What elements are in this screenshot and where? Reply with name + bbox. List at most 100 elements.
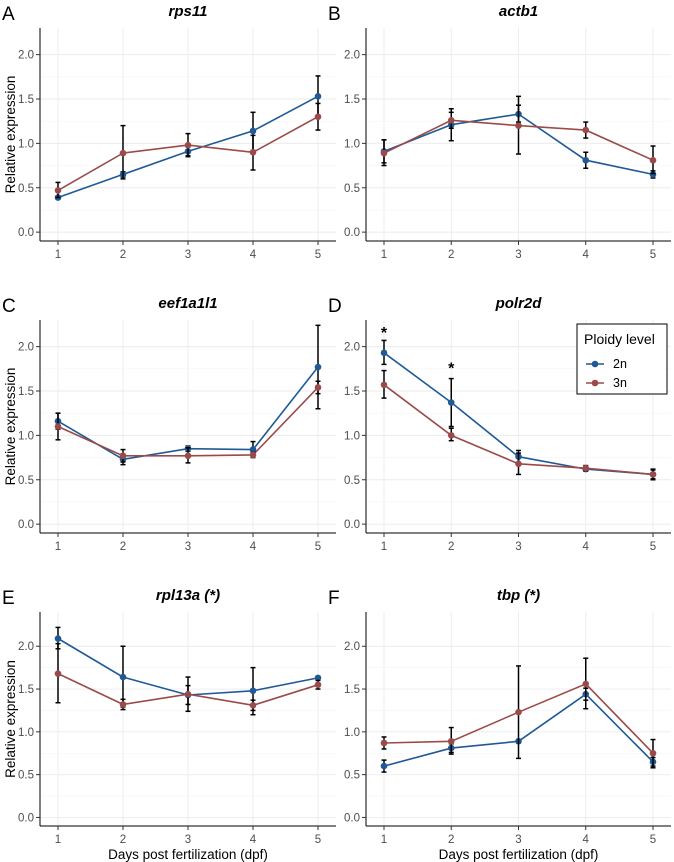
x-tick-label: 2 — [448, 541, 454, 553]
y-tick-label: 0.5 — [18, 770, 34, 782]
x-tick-label: 3 — [185, 249, 191, 261]
panel-letter: A — [2, 4, 15, 25]
legend-label-2n: 2n — [613, 357, 627, 371]
x-tick-label: 2 — [448, 249, 454, 261]
x-tick-label: 1 — [381, 541, 387, 553]
y-tick-label: 1.5 — [344, 684, 360, 696]
gridlines — [40, 320, 336, 533]
data-point-2n — [649, 171, 657, 178]
series-3n — [380, 95, 657, 175]
data-point-3n — [649, 749, 657, 757]
data-point-3n — [582, 126, 590, 134]
y-tick-label: 1.5 — [18, 94, 34, 106]
x-tick-label: 2 — [120, 834, 126, 846]
x-axis-title: Days post fertilization (dpf) — [439, 847, 599, 862]
data-point-3n — [54, 187, 62, 194]
y-tick-label: 1.5 — [344, 94, 360, 106]
x-tick-label: 3 — [515, 541, 521, 553]
legend-label-3n: 3n — [613, 376, 627, 390]
y-tick-label: 0.5 — [344, 475, 360, 487]
data-point-3n — [54, 670, 62, 677]
data-point-3n — [184, 452, 192, 460]
y-tick-label: 0.0 — [344, 812, 360, 824]
data-point-3n — [54, 423, 62, 430]
data-point-3n — [515, 122, 522, 129]
x-tick-label: 1 — [55, 834, 61, 846]
y-tick-label: 1.0 — [18, 138, 34, 150]
legend-point-2n — [591, 360, 599, 368]
series-3n — [54, 642, 322, 713]
data-point-3n — [447, 432, 455, 439]
y-tick-label: 2.0 — [18, 641, 34, 653]
data-point-2n — [314, 363, 322, 371]
x-tick-label: 3 — [185, 541, 191, 553]
data-point-3n — [447, 737, 455, 745]
x-tick-label: 1 — [55, 249, 61, 261]
data-point-3n — [649, 471, 657, 478]
data-point-2n — [314, 674, 322, 682]
y-tick-label: 2.0 — [344, 641, 360, 653]
data-point-3n — [314, 113, 322, 121]
y-axis-title: Relative expression — [3, 368, 18, 486]
data-point-3n — [582, 680, 590, 688]
data-point-2n — [314, 93, 322, 100]
y-tick-label: 1.5 — [344, 386, 360, 398]
panel-letter: E — [2, 588, 15, 609]
data-point-2n — [447, 399, 455, 406]
data-point-2n — [582, 156, 590, 164]
y-tick-label: 1.0 — [18, 430, 34, 442]
gridlines — [40, 612, 336, 826]
panel-title: eef1a1l1 — [158, 295, 217, 312]
data-point-3n — [380, 149, 388, 157]
x-tick-label: 4 — [250, 834, 257, 846]
y-tick-label: 1.0 — [344, 138, 360, 150]
series-3n — [380, 369, 657, 480]
y-tick-label: 0.5 — [344, 183, 360, 195]
y-tick-label: 1.0 — [18, 727, 34, 739]
data-point-3n — [119, 452, 127, 460]
legend-point-3n — [591, 379, 599, 387]
data-point-3n — [515, 460, 522, 468]
series-3n — [380, 657, 657, 769]
panel-title: tbp (*) — [497, 587, 540, 604]
series-3n — [54, 102, 322, 199]
series-3n — [54, 380, 322, 464]
data-point-3n — [314, 384, 322, 391]
panel-title: rpl13a (*) — [156, 587, 220, 604]
x-tick-label: 4 — [583, 541, 590, 553]
panel-letter: D — [328, 296, 342, 317]
data-point-2n — [380, 349, 388, 357]
panel-title: polr2d — [495, 295, 543, 312]
gridlines — [366, 612, 671, 826]
x-tick-label: 3 — [185, 834, 191, 846]
x-tick-label: 1 — [55, 541, 61, 553]
x-tick-label: 5 — [315, 834, 321, 846]
y-tick-label: 2.0 — [344, 50, 360, 62]
data-point-3n — [249, 702, 257, 709]
x-tick-label: 2 — [120, 541, 126, 553]
x-tick-label: 5 — [315, 541, 321, 553]
data-point-3n — [649, 156, 657, 164]
x-tick-label: 3 — [515, 834, 521, 846]
y-tick-label: 1.0 — [344, 727, 360, 739]
data-point-3n — [515, 708, 522, 716]
panel-title: rps11 — [169, 3, 208, 20]
data-point-2n — [249, 446, 257, 453]
panel-title: actb1 — [499, 3, 538, 20]
data-point-3n — [249, 148, 257, 156]
data-point-2n — [380, 762, 388, 770]
y-tick-label: 0.0 — [18, 227, 34, 239]
y-tick-label: 1.5 — [18, 386, 34, 398]
data-point-3n — [582, 464, 590, 472]
y-tick-label: 0.0 — [344, 227, 360, 239]
data-point-3n — [447, 117, 455, 124]
y-tick-label: 0.0 — [18, 519, 34, 531]
data-point-3n — [380, 381, 388, 389]
y-tick-label: 0.5 — [344, 770, 360, 782]
panel-letter: F — [328, 588, 340, 609]
